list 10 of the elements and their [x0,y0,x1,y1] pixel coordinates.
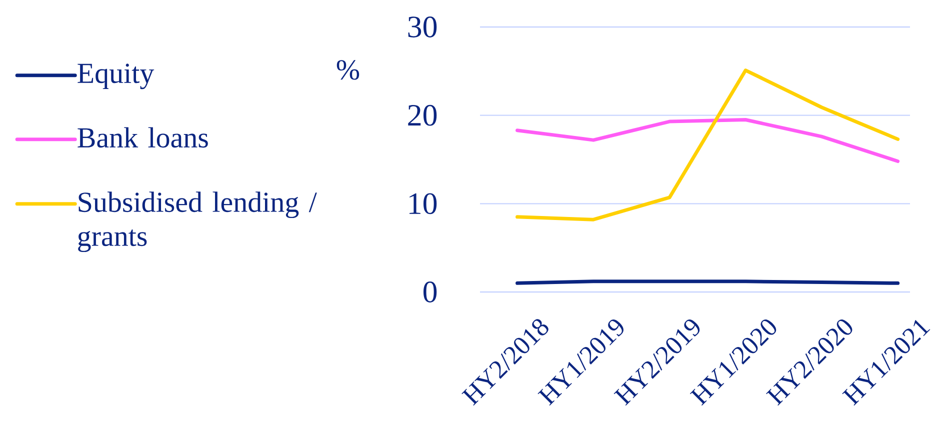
y-tick-label: 30 [408,16,437,38]
line-series [516,118,900,164]
line-series [516,68,900,222]
legend-label: Bank loans [78,127,208,148]
legend-label: Equity [78,64,154,90]
y-axis-title: % [336,60,360,80]
y-tick-label: 0 [423,282,437,302]
y-tick-label: 10 [410,193,437,214]
legend-label: Subsidised lending / grants [78,192,317,252]
y-tick-label: 20 [408,104,437,126]
